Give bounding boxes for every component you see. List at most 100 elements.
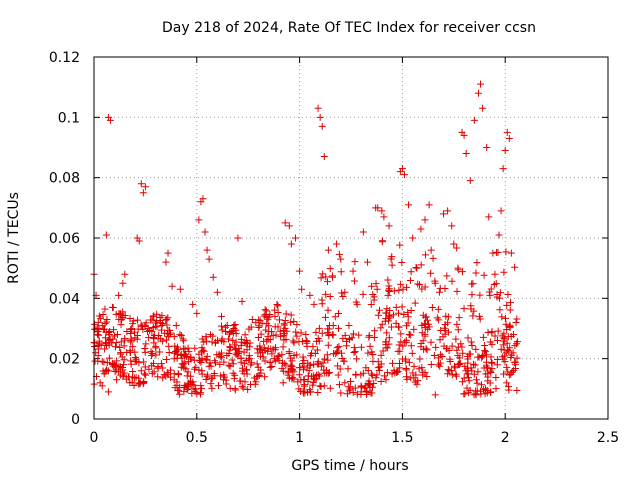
- data-point: [349, 330, 357, 338]
- data-point: [129, 367, 137, 375]
- data-point: [513, 354, 521, 362]
- data-point: [394, 309, 402, 317]
- data-point: [94, 318, 102, 326]
- data-point: [396, 347, 404, 355]
- data-points: [90, 80, 522, 399]
- data-point: [294, 378, 302, 386]
- data-point: [281, 316, 289, 324]
- data-point: [455, 360, 463, 368]
- data-point: [115, 291, 123, 299]
- data-point: [455, 314, 463, 322]
- data-point: [511, 358, 519, 366]
- data-point: [165, 348, 173, 356]
- data-point: [324, 356, 332, 364]
- data-point: [269, 332, 277, 340]
- data-point: [341, 379, 349, 387]
- data-point: [142, 371, 150, 379]
- data-point: [176, 330, 184, 338]
- data-point: [505, 134, 513, 142]
- data-point: [244, 386, 252, 394]
- data-point: [126, 314, 134, 322]
- data-point: [507, 249, 515, 257]
- data-point: [309, 381, 317, 389]
- data-point: [380, 213, 388, 221]
- data-point: [203, 337, 211, 345]
- data-point: [397, 280, 405, 288]
- data-point: [231, 341, 239, 349]
- data-point: [179, 335, 187, 343]
- data-point: [324, 278, 332, 286]
- data-point: [387, 323, 395, 331]
- data-point: [352, 371, 360, 379]
- data-point: [378, 207, 386, 215]
- data-point: [474, 368, 482, 376]
- data-point: [320, 153, 328, 161]
- data-point: [261, 311, 269, 319]
- data-point: [388, 253, 396, 261]
- data-point: [175, 371, 183, 379]
- x-tick-label: 0: [90, 430, 99, 446]
- data-point: [441, 284, 449, 292]
- data-point: [377, 378, 385, 386]
- data-point: [400, 171, 408, 179]
- data-point: [472, 345, 480, 353]
- data-point: [365, 377, 373, 385]
- data-point: [316, 113, 324, 121]
- data-point: [351, 348, 359, 356]
- data-point: [245, 325, 253, 333]
- data-point: [385, 285, 393, 293]
- data-point: [225, 361, 233, 369]
- data-point: [91, 320, 99, 328]
- data-point: [131, 354, 139, 362]
- data-point: [444, 207, 452, 215]
- data-point: [267, 328, 275, 336]
- data-point: [331, 313, 339, 321]
- data-point: [432, 343, 440, 351]
- data-point: [373, 285, 381, 293]
- data-point: [423, 346, 431, 354]
- data-point: [513, 315, 521, 323]
- data-point: [377, 324, 385, 332]
- data-point: [93, 330, 101, 338]
- data-point: [154, 373, 162, 381]
- data-point: [500, 346, 508, 354]
- data-point: [495, 231, 503, 239]
- data-point: [157, 360, 165, 368]
- data-point: [141, 348, 149, 356]
- data-point: [160, 371, 168, 379]
- data-point: [452, 335, 460, 343]
- data-point: [443, 272, 451, 280]
- data-point: [477, 80, 485, 88]
- data-point: [400, 310, 408, 318]
- data-point: [511, 365, 519, 373]
- data-point: [493, 337, 501, 345]
- data-point: [172, 321, 180, 329]
- data-point: [278, 351, 286, 359]
- data-point: [363, 258, 371, 266]
- data-point: [493, 290, 501, 298]
- data-point: [467, 338, 475, 346]
- data-point: [266, 336, 274, 344]
- data-point: [116, 363, 124, 371]
- data-point: [431, 391, 439, 399]
- data-point: [452, 372, 460, 380]
- data-point: [445, 346, 453, 354]
- data-point: [470, 360, 478, 368]
- data-point: [101, 345, 109, 353]
- data-point: [491, 332, 499, 340]
- data-point: [423, 316, 431, 324]
- data-point: [492, 385, 500, 393]
- data-point: [112, 310, 120, 318]
- data-point: [464, 359, 472, 367]
- data-point: [483, 386, 491, 394]
- data-point: [448, 371, 456, 379]
- data-point: [256, 317, 264, 325]
- data-point: [190, 385, 198, 393]
- data-point: [230, 322, 238, 330]
- data-point: [453, 244, 461, 252]
- data-point: [101, 305, 109, 313]
- data-point: [110, 332, 118, 340]
- data-point: [330, 350, 338, 358]
- data-point: [326, 293, 334, 301]
- data-point: [209, 273, 217, 281]
